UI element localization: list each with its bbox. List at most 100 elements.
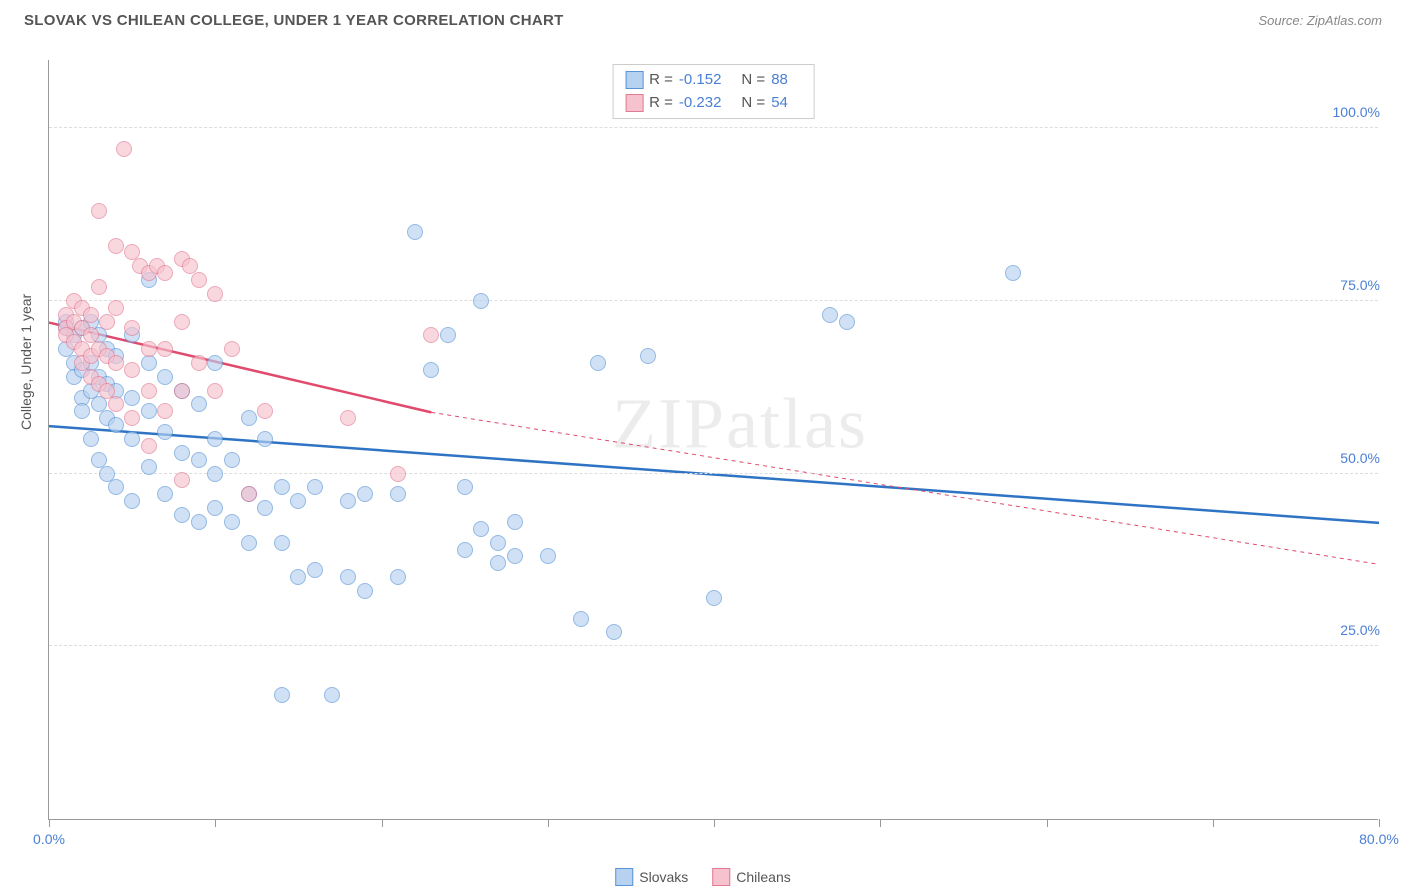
scatter-point (507, 514, 523, 530)
scatter-point (141, 383, 157, 399)
scatter-point (457, 479, 473, 495)
y-tick-label: 75.0% (1334, 277, 1380, 293)
x-tick (1379, 819, 1380, 827)
scatter-point (174, 314, 190, 330)
scatter-point (141, 403, 157, 419)
scatter-point (141, 438, 157, 454)
scatter-point (124, 320, 140, 336)
scatter-point (473, 293, 489, 309)
scatter-point (606, 624, 622, 640)
scatter-point (290, 493, 306, 509)
scatter-point (490, 535, 506, 551)
scatter-point (340, 569, 356, 585)
scatter-point (340, 410, 356, 426)
x-tick (49, 819, 50, 827)
scatter-point (207, 500, 223, 516)
scatter-point (390, 466, 406, 482)
x-tick (548, 819, 549, 827)
scatter-point (839, 314, 855, 330)
scatter-point (141, 459, 157, 475)
scatter-point (207, 355, 223, 371)
scatter-point (590, 355, 606, 371)
scatter-point (390, 569, 406, 585)
series-swatch (625, 71, 643, 89)
stat-r-value: -0.152 (679, 69, 722, 92)
legend: Slovaks Chileans (615, 868, 791, 886)
correlation-stats-box: R =-0.152N =88R =-0.232N =54 (612, 64, 815, 119)
legend-swatch (712, 868, 730, 886)
scatter-point (174, 472, 190, 488)
scatter-point (407, 224, 423, 240)
scatter-point (108, 238, 124, 254)
scatter-point (224, 341, 240, 357)
stat-n-label: N = (741, 92, 765, 115)
stat-row: R =-0.152N =88 (625, 69, 802, 92)
scatter-point (241, 486, 257, 502)
scatter-point (440, 327, 456, 343)
scatter-point (241, 410, 257, 426)
scatter-point (91, 279, 107, 295)
y-axis-title: College, Under 1 year (18, 294, 34, 430)
gridline (49, 473, 1378, 474)
scatter-point (640, 348, 656, 364)
scatter-point (224, 514, 240, 530)
scatter-point (274, 687, 290, 703)
source-credit: Source: ZipAtlas.com (1258, 13, 1382, 28)
x-tick (880, 819, 881, 827)
x-tick (714, 819, 715, 827)
legend-item: Slovaks (615, 868, 688, 886)
scatter-point (191, 272, 207, 288)
scatter-point (473, 521, 489, 537)
legend-label: Slovaks (639, 869, 688, 885)
scatter-point (540, 548, 556, 564)
scatter-point (307, 479, 323, 495)
scatter-point (91, 203, 107, 219)
scatter-point (157, 424, 173, 440)
scatter-point (141, 341, 157, 357)
x-tick (382, 819, 383, 827)
scatter-point (191, 514, 207, 530)
scatter-point (124, 431, 140, 447)
scatter-point (241, 535, 257, 551)
scatter-point (224, 452, 240, 468)
scatter-point (83, 431, 99, 447)
scatter-point (174, 445, 190, 461)
scatter-point (157, 369, 173, 385)
scatter-point (191, 355, 207, 371)
scatter-point (124, 410, 140, 426)
scatter-point (108, 417, 124, 433)
scatter-point (108, 396, 124, 412)
scatter-point (108, 300, 124, 316)
scatter-point (207, 431, 223, 447)
scatter-point (390, 486, 406, 502)
scatter-point (257, 403, 273, 419)
legend-label: Chileans (736, 869, 790, 885)
scatter-point (274, 535, 290, 551)
scatter-point (157, 265, 173, 281)
x-tick (215, 819, 216, 827)
stat-r-label: R = (649, 69, 673, 92)
stat-row: R =-0.232N =54 (625, 92, 802, 115)
scatter-point (507, 548, 523, 564)
x-tick (1047, 819, 1048, 827)
scatter-point (191, 452, 207, 468)
scatter-point (257, 500, 273, 516)
gridline (49, 645, 1378, 646)
scatter-plot: ZIPatlas R =-0.152N =88R =-0.232N =54 25… (48, 60, 1378, 820)
x-tick-label: 80.0% (1359, 831, 1399, 847)
x-tick-label: 0.0% (33, 831, 65, 847)
scatter-point (274, 479, 290, 495)
y-tick-label: 100.0% (1327, 104, 1380, 120)
scatter-point (116, 141, 132, 157)
chart-header: SLOVAK VS CHILEAN COLLEGE, UNDER 1 YEAR … (0, 0, 1406, 37)
scatter-point (324, 687, 340, 703)
y-tick-label: 50.0% (1334, 450, 1380, 466)
scatter-point (357, 486, 373, 502)
stat-n-value: 54 (771, 92, 788, 115)
scatter-point (257, 431, 273, 447)
scatter-point (141, 355, 157, 371)
scatter-point (207, 383, 223, 399)
scatter-point (573, 611, 589, 627)
stat-r-label: R = (649, 92, 673, 115)
scatter-point (1005, 265, 1021, 281)
